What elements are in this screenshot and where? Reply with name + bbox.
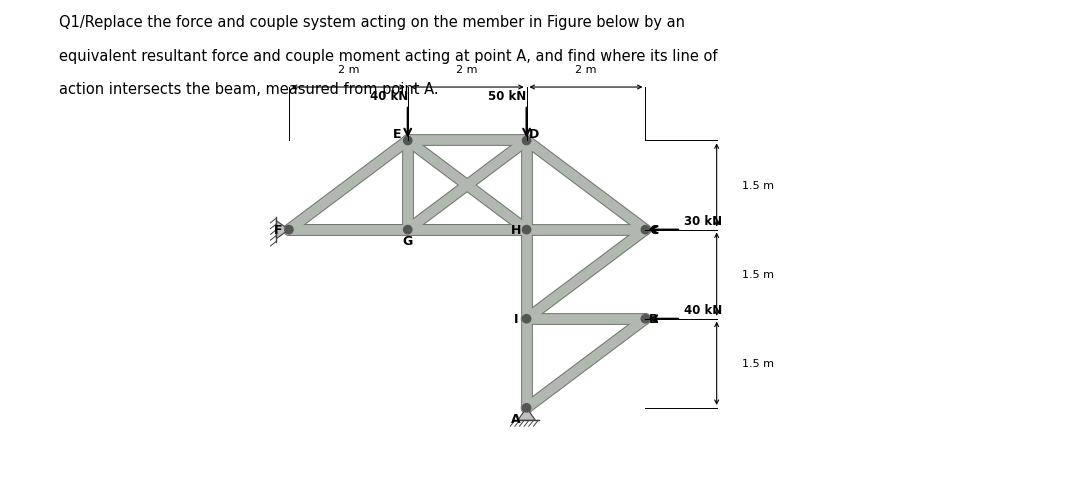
Text: 1.5 m: 1.5 m [741, 359, 773, 368]
Text: I: I [513, 313, 518, 326]
Circle shape [523, 226, 530, 234]
Circle shape [523, 404, 530, 412]
Text: 50 kN: 50 kN [489, 90, 527, 103]
Text: 40 kN: 40 kN [684, 303, 722, 317]
Text: 2 m: 2 m [338, 65, 359, 75]
Text: Q1/Replace the force and couple system acting on the member in Figure below by a: Q1/Replace the force and couple system a… [59, 15, 685, 30]
Text: H: H [511, 224, 521, 237]
Text: equivalent resultant force and couple moment acting at point A, and find where i: equivalent resultant force and couple mo… [59, 48, 717, 63]
Text: 40 kN: 40 kN [370, 90, 408, 103]
Text: B: B [649, 313, 658, 326]
Text: 2 m: 2 m [457, 65, 478, 75]
Text: G: G [403, 234, 413, 247]
Circle shape [523, 137, 530, 145]
Circle shape [284, 226, 293, 234]
Circle shape [404, 137, 412, 145]
Circle shape [523, 315, 530, 323]
Circle shape [641, 315, 650, 323]
Text: action intersects the beam, measured from point A.: action intersects the beam, measured fro… [59, 82, 438, 97]
Polygon shape [518, 408, 536, 421]
Polygon shape [277, 221, 289, 239]
Text: F: F [274, 224, 282, 237]
Text: D: D [528, 128, 539, 140]
Text: 30 kN: 30 kN [684, 215, 722, 228]
Text: A: A [511, 412, 521, 425]
Text: 1.5 m: 1.5 m [741, 181, 773, 191]
Text: 2 m: 2 m [575, 65, 596, 75]
Text: C: C [650, 224, 658, 237]
Text: 1.5 m: 1.5 m [741, 270, 773, 280]
Circle shape [641, 226, 650, 234]
Circle shape [404, 226, 412, 234]
Text: E: E [393, 128, 402, 140]
